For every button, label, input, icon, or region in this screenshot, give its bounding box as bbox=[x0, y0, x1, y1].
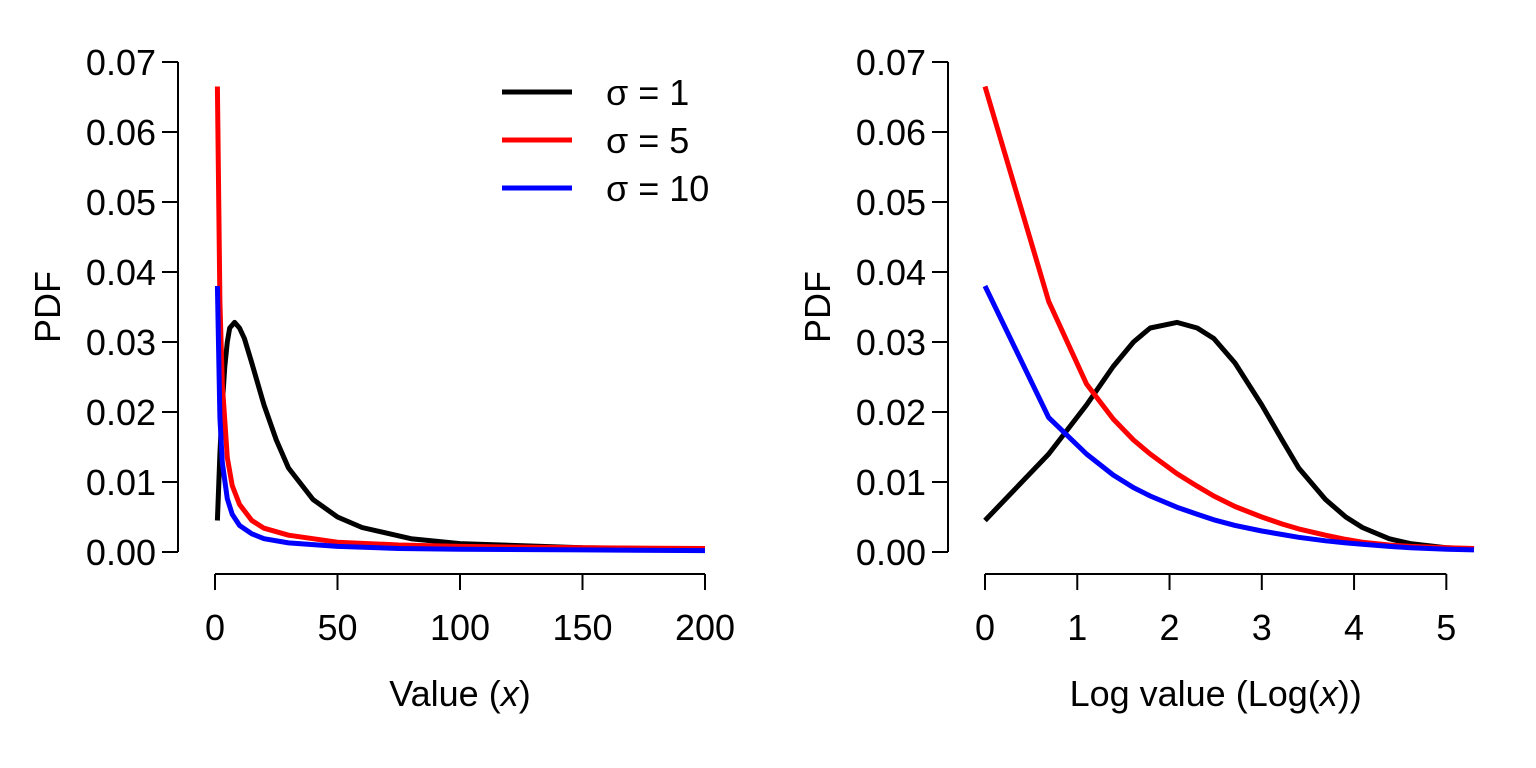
series-line-sigma-10 bbox=[214, 285, 706, 554]
y-tick-label: 0.00 bbox=[86, 532, 156, 573]
series-line-sigma-10 bbox=[982, 284, 1475, 553]
x-tick-label: 2 bbox=[1160, 607, 1180, 648]
y-tick-label: 0.05 bbox=[86, 182, 156, 223]
y-tick-label: 0.06 bbox=[86, 112, 156, 153]
y-tick-label: 0.05 bbox=[856, 182, 926, 223]
y-tick-label: 0.07 bbox=[86, 42, 156, 83]
y-tick-label: 0.03 bbox=[86, 322, 156, 363]
legend-label: σ = 1 bbox=[606, 72, 689, 113]
y-tick-label: 0.00 bbox=[856, 532, 926, 573]
y-axis-label: PDF bbox=[797, 271, 838, 343]
y-tick-label: 0.03 bbox=[856, 322, 926, 363]
x-tick-label: 3 bbox=[1252, 607, 1272, 648]
x-tick-label: 4 bbox=[1344, 607, 1364, 648]
series-line-sigma-1 bbox=[214, 319, 706, 552]
y-tick-label: 0.07 bbox=[856, 42, 926, 83]
legend-label: σ = 10 bbox=[606, 168, 709, 209]
panel-log-value-pdf: 0.00 0.01 0.02 0.03 0.04 0.05 0.06 0.07 0 1 2 3 4 5 Lo… bbox=[797, 42, 1475, 714]
series-line-sigma-5 bbox=[214, 86, 706, 551]
x-tick-label: 0 bbox=[205, 607, 225, 648]
series-line-sigma-5 bbox=[982, 85, 1475, 551]
x-axis-label: Value (x) bbox=[389, 673, 530, 714]
y-axis-label: PDF bbox=[27, 271, 68, 343]
panel-value-pdf: 0.00 0.01 0.02 0.03 0.04 0.05 0.06 0.07 0 50 100 15… bbox=[27, 42, 735, 714]
x-tick-label: 50 bbox=[317, 607, 357, 648]
x-tick-label: 1 bbox=[1067, 607, 1087, 648]
x-tick-label: 150 bbox=[552, 607, 612, 648]
y-tick-label: 0.06 bbox=[856, 112, 926, 153]
y-tick-label: 0.01 bbox=[856, 462, 926, 503]
legend: σ = 1 σ = 5 σ = 10 bbox=[502, 72, 709, 209]
y-tick-label: 0.04 bbox=[86, 252, 156, 293]
x-tick-label: 200 bbox=[675, 607, 735, 648]
y-tick-label: 0.04 bbox=[856, 252, 926, 293]
series-line-sigma-1 bbox=[983, 319, 1475, 552]
y-tick-label: 0.02 bbox=[856, 392, 926, 433]
x-axis-label: Log value (Log(x)) bbox=[1070, 673, 1362, 714]
x-tick-label: 5 bbox=[1436, 607, 1456, 648]
legend-label: σ = 5 bbox=[606, 120, 689, 161]
x-tick-label: 100 bbox=[430, 607, 490, 648]
y-tick-label: 0.01 bbox=[86, 462, 156, 503]
x-tick-label: 0 bbox=[975, 607, 995, 648]
y-tick-label: 0.02 bbox=[86, 392, 156, 433]
